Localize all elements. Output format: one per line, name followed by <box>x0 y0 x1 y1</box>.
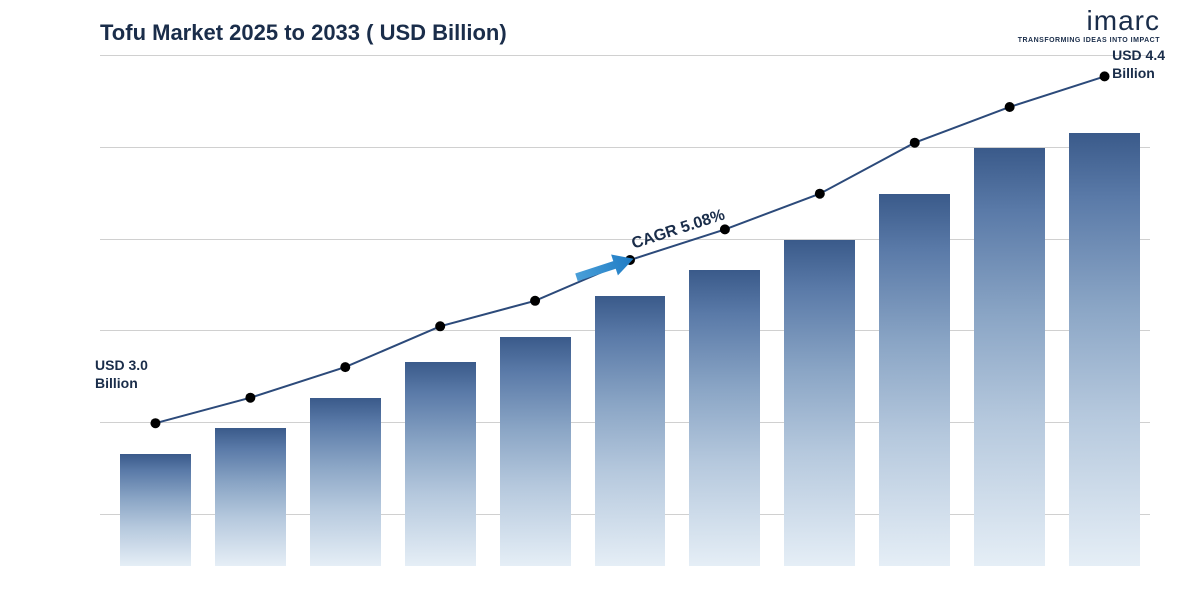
logo-text: imarc <box>1018 5 1160 37</box>
chart-container: Tofu Market 2025 to 2033 ( USD Billion) … <box>0 0 1200 600</box>
bar <box>215 428 286 566</box>
start-value-label: USD 3.0 Billion <box>95 356 148 392</box>
bar <box>500 337 571 567</box>
logo-tagline: TRANSFORMING IDEAS INTO IMPACT <box>1018 37 1160 44</box>
cagr-arrow-icon <box>570 251 640 286</box>
brand-logo: imarc TRANSFORMING IDEAS INTO IMPACT <box>1018 5 1160 44</box>
end-value-label: USD 4.4 Billion <box>1112 46 1165 82</box>
bar <box>1069 133 1140 567</box>
bar <box>595 296 666 566</box>
bar <box>310 398 381 566</box>
bars-group <box>120 56 1150 566</box>
bar <box>405 362 476 566</box>
plot-area: USD 3.0 Billion USD 4.4 Billion CAGR 5.0… <box>100 56 1150 566</box>
chart-title: Tofu Market 2025 to 2033 ( USD Billion) <box>100 20 1150 46</box>
bar <box>974 148 1045 566</box>
bar <box>879 194 950 566</box>
bar <box>120 454 191 566</box>
bar <box>689 270 760 566</box>
bar <box>784 240 855 566</box>
